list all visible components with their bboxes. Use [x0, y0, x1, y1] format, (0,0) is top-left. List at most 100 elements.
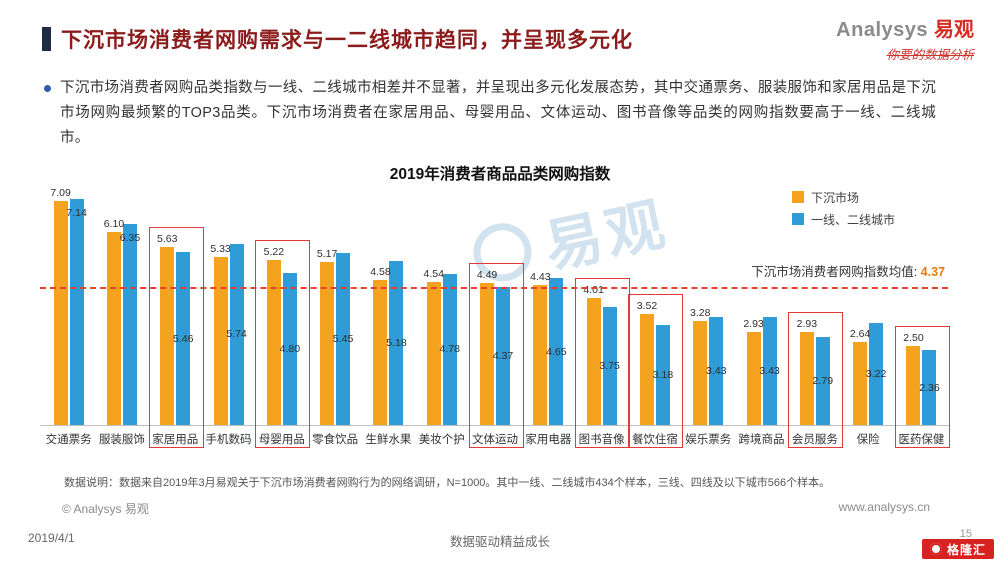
bar-value-label: 2.79	[812, 374, 834, 387]
x-axis-category-label: 图书音像	[578, 434, 625, 446]
bar-lower-tier-market	[426, 281, 441, 425]
x-axis-category-label: 服装服饰	[98, 434, 145, 446]
mean-line-label-text: 下沉市场消费者网购指数均值:	[751, 265, 918, 279]
bar-value-label: 5.18	[386, 337, 407, 350]
bar-value-label: 4.37	[492, 349, 514, 362]
bar-tier1-tier2-cities	[762, 316, 777, 425]
x-axis-category-label: 餐饮住宿	[631, 434, 678, 446]
bar-value-label: 5.74	[226, 328, 247, 341]
bar-lower-tier-market	[480, 283, 495, 425]
bar-value-label: 3.22	[865, 368, 887, 381]
bar-lower-tier-market	[160, 247, 175, 425]
bar-value-label: 4.43	[530, 271, 551, 283]
chart-title: 2019年消费者商品品类网购指数	[389, 166, 611, 183]
x-axis-category-label: 美妆个护	[418, 434, 465, 446]
bar-tier1-tier2-cities	[655, 324, 670, 425]
bar-tier1-tier2-cities	[282, 273, 297, 425]
bar-value-label: 3.52	[636, 299, 658, 312]
summary-text: 下沉市场消费者网购品类指数与一线、二线城市相差并不显著，并呈现出多元化发展态势，…	[60, 80, 936, 146]
bar-lower-tier-market	[693, 321, 708, 425]
bar-tier1-tier2-cities	[389, 261, 404, 425]
bar-lower-tier-market	[586, 298, 601, 425]
x-axis-category-label: 跨境商品	[738, 434, 785, 446]
bar-tier1-tier2-cities	[869, 323, 884, 425]
bar-tier1-tier2-cities	[442, 273, 457, 425]
bar-lower-tier-market	[746, 332, 761, 425]
legend-swatch	[792, 191, 804, 203]
copyright-text: © Analysys 易观	[62, 502, 149, 516]
bar-value-label: 5.17	[316, 247, 338, 260]
bar-value-label: 5.45	[332, 332, 354, 345]
x-axis-category-label: 母婴用品	[258, 434, 305, 446]
bar-value-label: 7.09	[50, 186, 71, 199]
bar-value-label: 3.43	[706, 364, 727, 377]
bar-lower-tier-market	[53, 200, 68, 425]
website-text: www.analysys.cn	[838, 500, 930, 514]
bar-value-label: 3.18	[652, 368, 674, 381]
bar-value-label: 2.64	[849, 327, 871, 340]
mean-line-value: 4.37	[920, 265, 945, 279]
x-axis-category-label: 零食饮品	[312, 434, 359, 446]
bar-lower-tier-market	[106, 232, 121, 425]
bar-tier1-tier2-cities	[709, 316, 724, 425]
bar-tier1-tier2-cities	[176, 252, 191, 425]
highlight-box	[788, 312, 844, 448]
analysys-logo-tagline: 你要的数据分析	[886, 48, 974, 62]
bar-lower-tier-market	[373, 280, 388, 425]
page-title: 下沉市场消费者网购需求与一二线城市趋同，并呈现多元化	[61, 29, 633, 52]
bar-value-label: 4.78	[439, 343, 460, 356]
x-axis-category-label: 家居用品	[152, 434, 199, 446]
legend-item: 一线、二线城市	[792, 208, 895, 230]
bar-value-label: 5.46	[173, 332, 194, 345]
bar-value-label: 7.14	[66, 207, 87, 220]
analysys-logo-en: Analysys	[836, 19, 928, 41]
bar-value-label: 4.54	[423, 267, 444, 280]
header: 下沉市场消费者网购需求与一二线城市趋同，并呈现多元化	[42, 24, 633, 54]
x-axis-category-label: 娱乐票务	[685, 434, 732, 446]
page-number: 15	[959, 528, 972, 540]
bar-tier1-tier2-cities	[496, 286, 511, 425]
bar-tier1-tier2-cities	[922, 350, 937, 425]
footer-slogan: 数据驱动精益成长	[449, 535, 550, 549]
bar-lower-tier-market	[266, 260, 281, 425]
bar-lower-tier-market	[533, 285, 548, 425]
x-axis-category-label: 家用电器	[525, 434, 572, 446]
mean-dashed-line	[40, 287, 948, 289]
bar-value-label: 3.28	[690, 307, 711, 320]
x-axis-line	[40, 425, 950, 426]
data-source-note: 数据说明：数据来自2019年3月易观关于下沉市场消费者网购行为的网络调研，N=1…	[64, 477, 831, 489]
legend-item: 下沉市场	[792, 186, 895, 208]
bar-lower-tier-market	[639, 313, 654, 425]
summary-block: 下沉市场消费者网购品类指数与一线、二线城市相差并不显著，并呈现出多元化发展态势，…	[44, 76, 936, 151]
footer-date: 2019/4/1	[28, 531, 75, 545]
bar-value-label: 2.36	[919, 381, 940, 394]
x-axis-category-label: 保险	[856, 434, 880, 446]
bar-value-label: 3.75	[599, 359, 620, 372]
bar-lower-tier-market	[213, 256, 228, 425]
highlight-box	[148, 227, 204, 448]
chart-legend: 下沉市场一线、二线城市	[792, 186, 895, 230]
gelonghui-badge: 格隆汇	[921, 539, 994, 559]
highlight-box	[575, 278, 631, 448]
x-axis-category-label: 生鲜水果	[365, 434, 412, 446]
bar-tier1-tier2-cities	[336, 252, 351, 425]
bar-value-label: 5.63	[157, 233, 178, 246]
bar-value-label: 6.35	[119, 232, 141, 245]
x-axis-category-label: 手机数码	[205, 434, 252, 446]
bar-value-label: 2.50	[903, 332, 924, 344]
x-axis-category-label: 医药保健	[898, 434, 945, 446]
title-accent-bar	[42, 27, 51, 51]
bar-value-label: 2.93	[796, 318, 818, 331]
analysys-logo: Analysys 易观 你要的数据分析	[836, 13, 974, 63]
bar-tier1-tier2-cities	[122, 224, 137, 425]
bar-lower-tier-market	[853, 341, 868, 425]
bar-tier1-tier2-cities	[602, 306, 617, 425]
gelonghui-badge-text: 格隆汇	[946, 542, 986, 557]
bar-value-label: 4.58	[370, 266, 391, 279]
legend-swatch	[792, 213, 804, 225]
bar-value-label: 5.22	[263, 246, 285, 259]
legend-label: 下沉市场	[811, 190, 860, 205]
highlight-box	[468, 263, 524, 448]
bar-value-label: 4.80	[279, 343, 301, 356]
